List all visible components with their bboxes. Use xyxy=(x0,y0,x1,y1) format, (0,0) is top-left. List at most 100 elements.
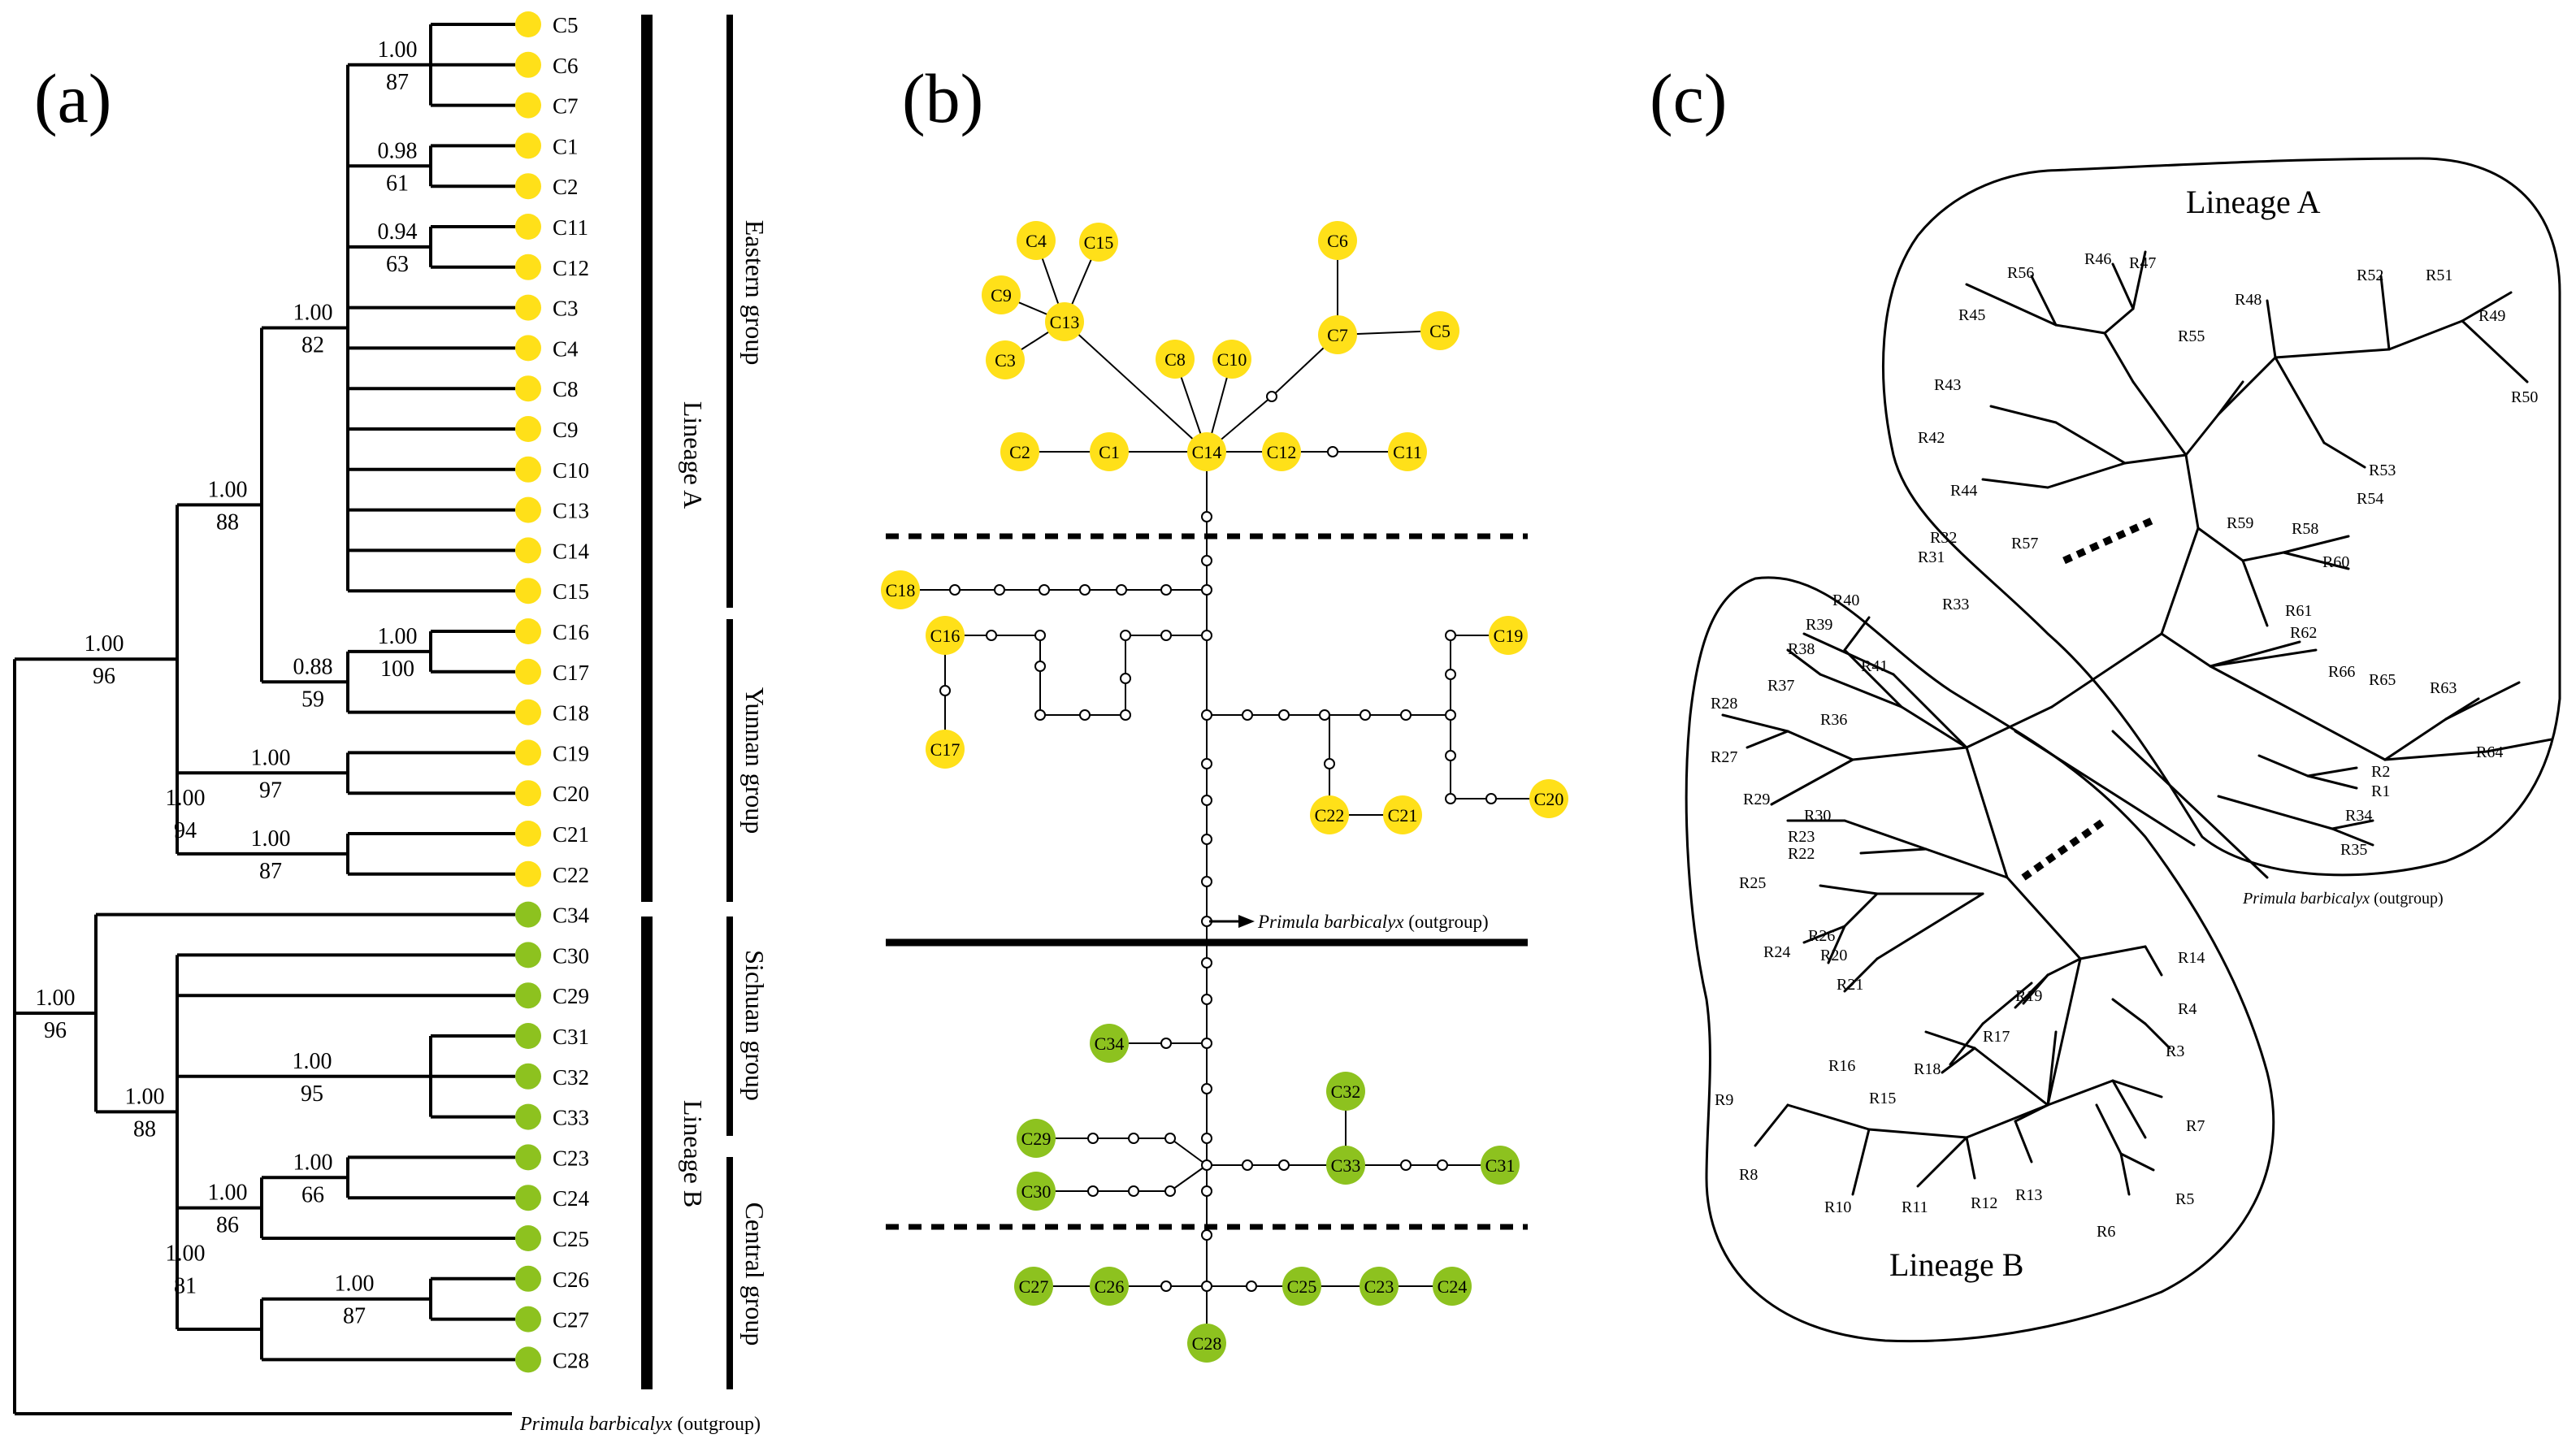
haplotype-C31 xyxy=(1481,1146,1520,1185)
haplotype-C17 xyxy=(926,730,965,769)
ribotype-label-R19: R19 xyxy=(2015,987,2042,1005)
support-pp: 1.00 xyxy=(251,745,291,770)
median-vector xyxy=(1164,1185,1176,1197)
ribotype-label-R33: R33 xyxy=(1942,596,1969,613)
tip-marker-C34 xyxy=(515,901,541,928)
tip-marker-C15 xyxy=(515,578,541,604)
ribotype-label-R47: R47 xyxy=(2129,254,2156,272)
ribotype-branch xyxy=(1843,957,1879,993)
ribotype-branch xyxy=(2331,827,2374,847)
tip-marker-C26 xyxy=(515,1265,541,1292)
tip-marker-C9 xyxy=(515,416,541,442)
support-pp: 0.88 xyxy=(293,654,333,679)
ribotype-label-R46: R46 xyxy=(2084,250,2111,268)
ribotype-branch xyxy=(1843,648,1903,708)
haplotype-label-C13: C13 xyxy=(1050,312,1080,332)
network-edge xyxy=(1036,1138,1208,1166)
haplotype-label-C23: C23 xyxy=(1364,1276,1394,1297)
support-bs: 66 xyxy=(301,1182,324,1207)
lineage-a-title: Lineage A xyxy=(2186,184,2321,220)
tip-marker-C33 xyxy=(515,1103,541,1130)
median-vector xyxy=(939,685,951,696)
ribotype-branch xyxy=(2282,535,2350,554)
ribotype-label-R4: R4 xyxy=(2178,1000,2197,1018)
ribotype-label-R34: R34 xyxy=(2345,807,2372,825)
haplotype-label-C15: C15 xyxy=(1084,232,1114,253)
median-vector xyxy=(994,584,1005,596)
network-edge xyxy=(1036,1164,1208,1192)
ribotype-branch xyxy=(2209,648,2318,668)
tip-marker-C24 xyxy=(515,1185,541,1211)
haplotype-C23 xyxy=(1360,1267,1399,1306)
ribotype-branch xyxy=(2144,1022,2171,1050)
median-vector xyxy=(1201,1229,1212,1241)
sichuan-group-label: Sichuan group xyxy=(740,950,770,1101)
network-edge xyxy=(1064,321,1208,453)
support-bs: 96 xyxy=(93,664,115,689)
ribotype-branch xyxy=(2257,754,2309,778)
tip-label-C22: C22 xyxy=(553,863,589,887)
support-bs: 86 xyxy=(216,1213,239,1238)
median-vector xyxy=(1087,1185,1099,1197)
median-vector xyxy=(1400,1159,1412,1171)
tip-label-C23: C23 xyxy=(553,1146,589,1170)
lineage-b-label: Lineage B xyxy=(679,1100,708,1207)
haplotype-C26 xyxy=(1090,1267,1129,1306)
ribotype-label-R3: R3 xyxy=(2166,1042,2184,1060)
ribotype-branch xyxy=(1892,673,1968,749)
support-pp: 1.00 xyxy=(378,37,418,63)
median-vector xyxy=(1201,1038,1212,1049)
tip-label-C8: C8 xyxy=(553,377,579,401)
tip-label-C7: C7 xyxy=(553,94,579,119)
haplotype-label-C30: C30 xyxy=(1021,1181,1052,1202)
panel-b-median-vectors xyxy=(939,391,1497,1292)
ribotype-branch xyxy=(2217,356,2277,416)
haplotype-C12 xyxy=(1262,432,1301,471)
median-vector xyxy=(1201,834,1212,845)
support-bs: 82 xyxy=(301,333,324,358)
panel-c-label: (c) xyxy=(1650,59,1727,137)
haplotype-C22 xyxy=(1310,795,1349,834)
panel-b-haplotypes: C4 C15 C9 C13 C3 C8 C10 C6 C7 C5 C2 C1 C14 C12 C11 C18 C… xyxy=(881,221,1568,1363)
ribotype-branch xyxy=(1867,1128,1968,1139)
ribotype-label-R15: R15 xyxy=(1869,1090,1896,1107)
ribotype-branch xyxy=(2274,356,2326,444)
ribotype-branch xyxy=(2184,453,2200,530)
ribotype-branch xyxy=(1851,1128,1871,1196)
ribotype-branch xyxy=(2111,998,2147,1025)
ribotype-branch xyxy=(2306,774,2358,790)
median-vector xyxy=(1327,446,1338,457)
haplotype-label-C26: C26 xyxy=(1095,1276,1125,1297)
ribotype-branch xyxy=(1965,1103,2049,1139)
median-vector xyxy=(1201,795,1212,806)
haplotype-C13 xyxy=(1045,302,1084,341)
tip-marker-C30 xyxy=(515,942,541,968)
haplotype-C14 xyxy=(1187,432,1226,471)
lineage-a-outline xyxy=(1882,157,2561,877)
ribotype-label-R65: R65 xyxy=(2369,671,2396,689)
ribotype-label-R43: R43 xyxy=(1934,376,1961,394)
ribotype-branch xyxy=(2111,730,2269,879)
haplotype-C32 xyxy=(1326,1072,1365,1111)
tip-label-C20: C20 xyxy=(553,782,589,806)
tip-label-C24: C24 xyxy=(553,1186,590,1211)
ribotype-branch xyxy=(1754,1103,1789,1147)
ribotype-label-R49: R49 xyxy=(2478,307,2505,325)
support-bs: 61 xyxy=(386,171,409,196)
ribotype-label-R62: R62 xyxy=(2290,624,2317,642)
median-vector xyxy=(1160,630,1172,641)
tip-marker-C10 xyxy=(515,456,541,483)
support-pp: 1.00 xyxy=(166,786,206,811)
ribotype-branch xyxy=(1802,925,1846,944)
ribotype-label-R16: R16 xyxy=(1828,1057,1855,1075)
tip-marker-C6 xyxy=(515,51,541,78)
tip-marker-C16 xyxy=(515,618,541,644)
ribotype-label-R66: R66 xyxy=(2328,663,2355,681)
ribotype-branch xyxy=(2461,319,2529,384)
haplotype-C20 xyxy=(1529,779,1568,818)
median-vector xyxy=(1160,1038,1172,1049)
tip-marker-C18 xyxy=(515,699,541,726)
haplotype-C25 xyxy=(1282,1267,1321,1306)
